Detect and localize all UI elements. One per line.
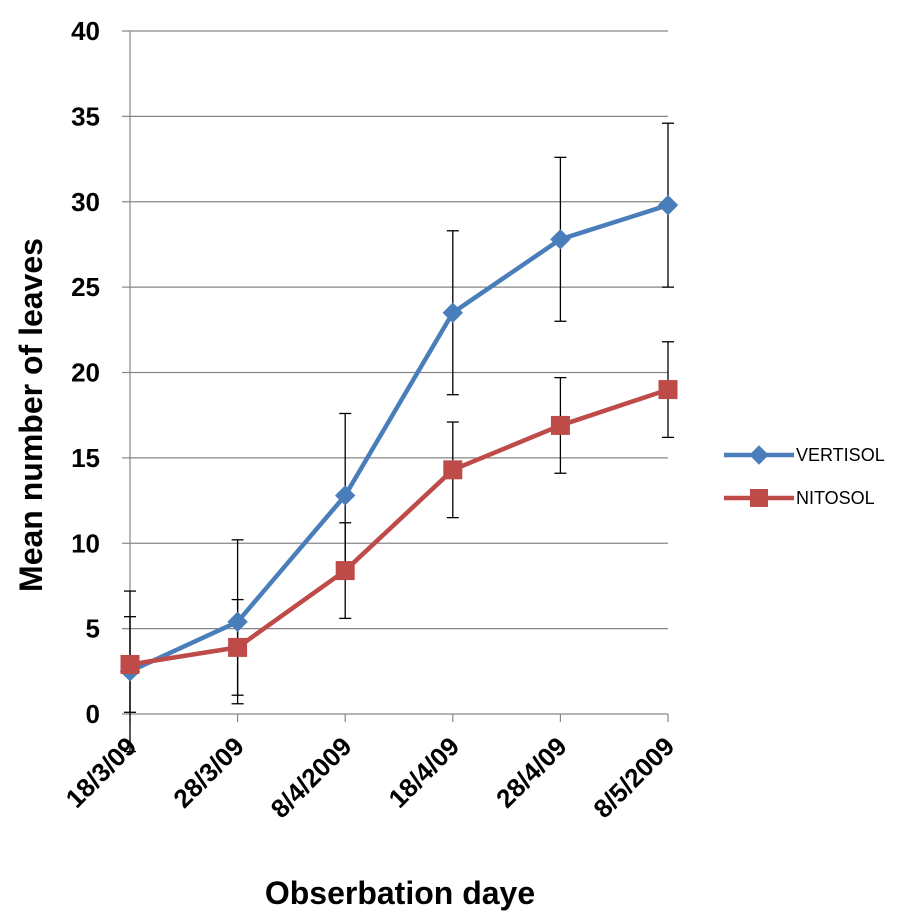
legend-label-nitosol: NITOSOL — [796, 488, 875, 508]
tick-labels: 0 5 10 15 20 25 30 35 40 18/3/09 28/3/09 8/4/2009 18… — [60, 16, 681, 824]
x-tick-label: 28/4/09 — [490, 731, 573, 814]
axes — [122, 30, 669, 722]
data-point-nitosol — [335, 561, 355, 581]
legend-marker-nitosol — [750, 489, 768, 507]
legend-marker-vertisol — [749, 445, 769, 465]
y-tick-label: 30 — [71, 187, 100, 217]
y-axis-title: Mean number of leaves — [13, 238, 49, 592]
x-tick-label: 8/5/2009 — [587, 731, 680, 824]
data-point-vertisol — [442, 302, 464, 323]
legend: VERTISOL NITOSOL — [724, 445, 885, 508]
data-point-nitosol — [658, 380, 678, 400]
series-layer — [119, 194, 679, 682]
y-tick-label: 25 — [71, 272, 100, 302]
data-point-nitosol — [228, 637, 248, 657]
y-tick-label: 40 — [71, 16, 100, 46]
y-tick-label: 10 — [71, 528, 100, 558]
data-point-vertisol — [334, 485, 356, 506]
error-bars — [124, 122, 674, 753]
series-line-vertisol — [127, 202, 671, 674]
data-point-nitosol — [550, 415, 570, 435]
y-tick-label: 20 — [71, 358, 100, 388]
data-point-vertisol — [550, 229, 571, 250]
data-point-vertisol — [657, 194, 679, 216]
series-line-nitosol — [127, 387, 671, 667]
gridlines — [130, 30, 668, 630]
y-tick-label: 15 — [71, 443, 100, 473]
x-tick-label: 18/4/09 — [382, 731, 465, 814]
data-point-nitosol — [443, 460, 463, 480]
data-point-nitosol — [120, 654, 140, 674]
legend-label-vertisol: VERTISOL — [796, 445, 885, 465]
y-tick-label: 5 — [86, 614, 100, 644]
y-tick-label: 0 — [86, 699, 100, 729]
x-tick-label: 28/3/09 — [167, 731, 250, 814]
data-point-vertisol — [227, 611, 248, 633]
x-axis-title: Obserbation daye — [265, 875, 535, 911]
x-tick-label: 18/3/09 — [60, 731, 143, 814]
x-tick-label: 8/4/2009 — [265, 731, 358, 824]
y-tick-label: 35 — [71, 101, 100, 131]
